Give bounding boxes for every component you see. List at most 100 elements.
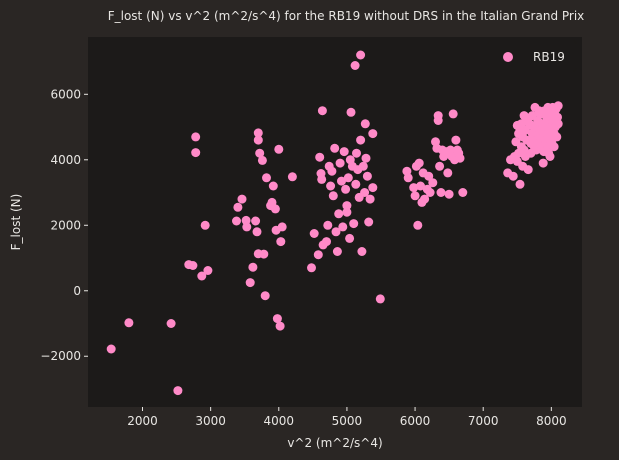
data-point xyxy=(315,152,325,162)
data-point xyxy=(358,161,368,171)
data-point xyxy=(191,132,201,142)
data-point xyxy=(328,191,338,201)
data-point xyxy=(349,219,359,229)
data-point xyxy=(552,132,562,142)
data-point xyxy=(436,188,446,197)
data-point xyxy=(323,220,333,230)
data-point xyxy=(519,111,529,121)
data-point xyxy=(330,143,340,153)
data-point xyxy=(188,261,198,270)
data-point xyxy=(106,344,116,354)
data-point xyxy=(361,153,371,163)
data-point xyxy=(545,152,555,161)
data-point xyxy=(166,319,176,328)
legend-label-rb19: RB19 xyxy=(533,50,565,64)
data-point xyxy=(331,227,341,237)
data-point xyxy=(428,178,438,188)
data-point xyxy=(260,291,270,301)
data-point xyxy=(342,201,352,211)
data-point xyxy=(345,233,355,243)
data-point xyxy=(276,237,286,247)
data-point xyxy=(443,168,453,178)
x-tick-label: 4000 xyxy=(264,414,295,428)
data-point xyxy=(251,216,261,226)
data-point xyxy=(191,148,201,158)
data-point xyxy=(458,188,468,197)
data-point xyxy=(444,189,454,199)
data-point xyxy=(197,271,207,281)
legend-marker xyxy=(503,52,513,62)
data-point xyxy=(515,179,525,189)
x-tick-label: 2000 xyxy=(127,414,158,428)
axes: 2000 3000 4000 5000 6000 7000 8000 −2000 0 2000 40… xyxy=(40,87,566,428)
y-tick-label: 0 xyxy=(73,284,81,298)
y-tick-label: 6000 xyxy=(50,87,81,101)
data-point xyxy=(322,237,331,247)
data-point xyxy=(360,188,370,197)
data-point xyxy=(287,172,297,182)
data-point xyxy=(414,158,424,168)
data-points xyxy=(106,50,563,396)
y-tick-label: 4000 xyxy=(50,153,81,167)
data-point xyxy=(362,171,372,181)
data-point xyxy=(356,50,366,60)
data-point xyxy=(357,247,367,256)
data-point xyxy=(409,183,419,193)
data-point xyxy=(342,207,352,217)
data-point xyxy=(317,106,327,116)
data-point xyxy=(262,173,271,183)
data-point xyxy=(317,174,327,184)
legend-box xyxy=(487,40,577,72)
data-point xyxy=(233,202,243,212)
data-point xyxy=(124,318,134,328)
data-point xyxy=(530,102,540,112)
data-point xyxy=(360,119,370,129)
data-point xyxy=(335,158,345,168)
data-point xyxy=(352,148,361,158)
data-point xyxy=(375,294,385,304)
data-point xyxy=(553,101,563,111)
data-point xyxy=(337,176,346,186)
data-point xyxy=(309,229,319,238)
data-point xyxy=(365,194,375,204)
data-point xyxy=(339,147,349,157)
data-point xyxy=(334,209,344,219)
x-tick-label: 5000 xyxy=(332,414,363,428)
data-point xyxy=(242,222,252,232)
data-point xyxy=(538,158,548,168)
data-point xyxy=(435,161,445,171)
data-point xyxy=(248,262,258,272)
data-point xyxy=(425,188,435,197)
data-point xyxy=(364,217,374,227)
data-point xyxy=(274,144,284,154)
data-point xyxy=(203,266,213,275)
data-point xyxy=(553,119,563,129)
data-point xyxy=(515,125,525,135)
data-point xyxy=(433,116,443,125)
x-tick-label: 7000 xyxy=(468,414,499,428)
data-point xyxy=(272,314,282,324)
x-tick-label: 6000 xyxy=(400,414,431,428)
data-point xyxy=(368,129,378,139)
data-point xyxy=(252,227,262,237)
data-point xyxy=(416,181,425,191)
data-point xyxy=(200,220,210,230)
data-point xyxy=(259,249,269,259)
data-point xyxy=(173,386,183,396)
data-point xyxy=(268,181,278,191)
plot-area xyxy=(88,37,582,407)
data-point xyxy=(553,112,562,122)
data-point xyxy=(448,109,458,119)
data-point xyxy=(253,135,263,145)
data-point xyxy=(523,165,533,175)
data-point xyxy=(368,183,378,193)
data-point xyxy=(343,173,353,183)
data-point xyxy=(508,171,518,181)
x-tick-label: 3000 xyxy=(195,414,226,428)
data-point xyxy=(332,247,342,256)
data-point xyxy=(255,148,265,158)
data-point xyxy=(326,181,336,191)
data-point xyxy=(403,173,413,183)
legend: RB19 xyxy=(487,40,577,72)
